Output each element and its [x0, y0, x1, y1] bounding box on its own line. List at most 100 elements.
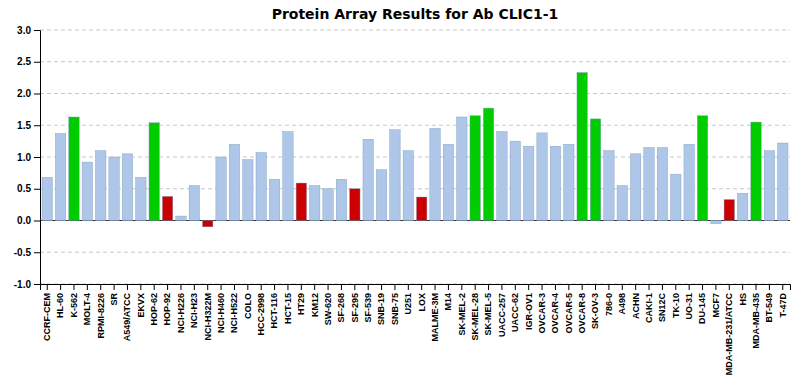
y-tick-mark — [34, 94, 40, 95]
x-tick-label: EKVX — [136, 293, 146, 318]
bar — [363, 139, 373, 220]
x-tick-label: 786-0 — [604, 293, 614, 316]
x-tick-label: K-562 — [69, 293, 79, 318]
x-tick-label: MOLT-4 — [82, 293, 92, 325]
x-tick: TK-10 — [671, 284, 681, 318]
x-tick-mark — [608, 284, 609, 290]
bar — [350, 189, 360, 221]
bar — [497, 132, 507, 221]
bar — [309, 186, 319, 221]
x-tick-mark — [47, 284, 48, 290]
x-tick-mark — [675, 284, 676, 290]
x-tick-mark — [448, 284, 449, 290]
bar — [684, 144, 694, 220]
x-tick-label: HCT-116 — [269, 293, 279, 329]
y-tick-label: 2.5 — [17, 56, 31, 67]
x-tick-label: TK-10 — [671, 293, 681, 318]
bar — [510, 141, 520, 220]
y-tick-mark — [34, 125, 40, 126]
bar — [764, 151, 774, 221]
bar — [69, 117, 79, 221]
y-tick: 1.0 — [17, 152, 40, 163]
x-tick-mark — [221, 284, 222, 290]
x-tick-mark — [542, 284, 543, 290]
x-tick-label: MALME-3M — [430, 293, 440, 342]
x-tick-label: MDA-MB-231/ATCC — [724, 293, 734, 376]
bar — [136, 177, 146, 220]
x-tick-label: RPMI-8226 — [96, 293, 106, 339]
x-tick: MDA-MB-435 — [751, 284, 761, 349]
x-tick-label: NCI-H23 — [189, 293, 199, 328]
grid — [40, 30, 790, 284]
y-tick: 2.0 — [17, 88, 40, 99]
bar — [229, 144, 239, 220]
y-tick-mark — [34, 189, 40, 190]
x-tick: SF-268 — [336, 284, 346, 323]
bar — [737, 193, 747, 220]
x-tick: NCI-H522 — [229, 284, 239, 333]
x-tick-mark — [729, 284, 730, 290]
y-tick-mark — [34, 221, 40, 222]
bar — [390, 130, 400, 221]
x-tick-label: COLO — [243, 293, 253, 319]
x-tick: K-562 — [69, 284, 79, 318]
x-tick-label: SF-295 — [350, 293, 360, 323]
x-tick: HS — [738, 284, 748, 306]
x-tick-mark — [435, 284, 436, 290]
x-tick-mark — [261, 284, 262, 290]
x-tick: MOLT-4 — [82, 284, 92, 325]
y-tick: 0.5 — [17, 183, 40, 194]
x-tick-mark — [702, 284, 703, 290]
x-tick-mark — [756, 284, 757, 290]
bar — [577, 73, 587, 221]
bar — [162, 196, 172, 220]
y-tick-label: 0.0 — [17, 215, 31, 226]
bar — [430, 128, 440, 220]
plot-area: -1.0-0.50.00.51.01.52.02.53.0CCRF-CEMHL-… — [14, 25, 791, 376]
bar — [216, 157, 226, 221]
x-tick: CCRF-CEM — [42, 284, 52, 341]
x-tick-label: LOX — [417, 293, 427, 312]
y-tick: 3.0 — [17, 25, 40, 36]
x-tick-label: CCRF-CEM — [42, 293, 52, 341]
x-tick: SR — [109, 284, 119, 306]
x-tick: NCI-H460 — [216, 284, 226, 333]
x-tick-mark — [742, 284, 743, 290]
y-tick-mark — [34, 157, 40, 158]
x-tick-label: SF-268 — [336, 293, 346, 323]
x-tick-label: NCI-H226 — [176, 293, 186, 333]
bar — [604, 151, 614, 221]
x-tick-mark — [114, 284, 115, 290]
y-tick-label: 1.5 — [17, 120, 31, 131]
bar — [590, 119, 600, 221]
bar — [122, 154, 132, 221]
chart: -1.0-0.50.00.51.01.52.02.53.0CCRF-CEMHL-… — [0, 0, 800, 384]
x-axis-line — [41, 285, 791, 291]
x-tick-mark — [100, 284, 101, 290]
bar — [630, 154, 640, 221]
x-tick-mark — [194, 284, 195, 290]
x-tick-mark — [127, 284, 128, 290]
x-tick: A549/ATCC — [122, 284, 132, 341]
y-tick-label: 3.0 — [17, 25, 31, 36]
x-tick: T-47D — [778, 284, 788, 318]
bar — [296, 183, 306, 220]
x-tick: BT-549 — [764, 284, 774, 323]
x-tick-label: MCF7 — [711, 293, 721, 318]
bar — [523, 146, 533, 220]
x-tick-label: SNB-19 — [376, 293, 386, 325]
grid-line — [40, 30, 790, 31]
bar — [336, 179, 346, 220]
x-tick: DU-145 — [697, 284, 707, 324]
x-tick-mark — [341, 284, 342, 290]
x-tick-label: BT-549 — [764, 293, 774, 323]
x-tick-label: NCI-H322M — [203, 293, 213, 341]
x-tick-mark — [140, 284, 141, 290]
x-tick-mark — [247, 284, 248, 290]
x-tick-mark — [568, 284, 569, 290]
x-tick-label: SK-OV-3 — [590, 293, 600, 329]
bar — [256, 153, 266, 221]
x-tick-mark — [488, 284, 489, 290]
x-tick: COLO — [243, 284, 253, 319]
x-tick-label: HT29 — [296, 293, 306, 315]
